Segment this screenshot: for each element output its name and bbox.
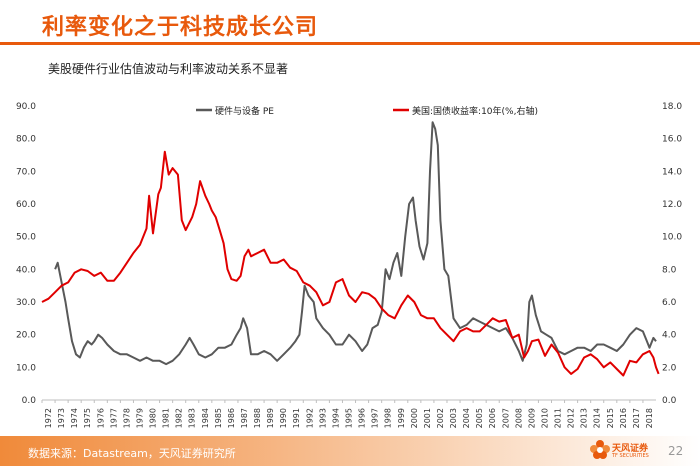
- chart-legend: 硬件与设备 PE 美国:国债收益率:10年(%,右轴): [196, 105, 538, 117]
- x-tick-label: 2003: [449, 408, 458, 428]
- legend-label-yield: 美国:国债收益率:10年(%,右轴): [412, 105, 538, 117]
- x-tick-label: 1987: [240, 408, 249, 428]
- x-tick-label: 1978: [122, 408, 131, 428]
- x-tick-label: 1993: [318, 408, 327, 428]
- x-tick-label: 1984: [201, 408, 210, 428]
- left-y-tick-label: 70.0: [16, 167, 36, 177]
- x-tick-label: 1996: [358, 408, 367, 428]
- x-tick-label: 2011: [554, 408, 563, 428]
- x-tick-label: 1974: [70, 408, 79, 428]
- left-y-tick-label: 20.0: [16, 331, 36, 341]
- x-tick-label: 1975: [83, 408, 92, 428]
- x-tick-label: 2012: [567, 408, 576, 428]
- x-tick-label: 1992: [305, 408, 314, 428]
- x-tick-label: 2005: [475, 408, 484, 428]
- x-tick-label: 2004: [462, 408, 471, 428]
- x-tick-label: 1979: [135, 408, 144, 428]
- left-y-axis: 0.0 10.0 20.0 30.0 40.0 50.0 60.0 70.0 80.0 90.0: [16, 102, 36, 406]
- series-line-pe: [54, 121, 657, 366]
- right-y-tick-label: 0.0: [662, 396, 677, 406]
- x-tick-label: 2009: [527, 408, 536, 428]
- x-tick-label: 1994: [331, 408, 340, 428]
- page-number: 22: [668, 444, 684, 458]
- right-y-tick-label: 4.0: [662, 331, 677, 341]
- x-tick-label: 2002: [436, 408, 445, 428]
- footer-bar: 数据来源：Datastream，天风证券研究所 天风证券 TF SECURITI…: [0, 436, 700, 466]
- series-line-yield: [41, 150, 660, 377]
- x-tick-label: 2014: [593, 408, 602, 428]
- x-tick-label: 1990: [279, 408, 288, 428]
- title-divider: [0, 42, 700, 45]
- right-y-tick-label: 2.0: [662, 363, 677, 373]
- x-tick-label: 2008: [514, 408, 523, 428]
- x-tick-label: 1981: [162, 408, 171, 428]
- left-y-tick-label: 50.0: [16, 233, 36, 243]
- x-tick-label: 2018: [645, 408, 654, 428]
- x-tick-label: 1977: [109, 408, 118, 428]
- x-tick-label: 1985: [214, 408, 223, 428]
- left-y-tick-label: 40.0: [16, 265, 36, 275]
- right-y-axis: 0.0 2.0 4.0 6.0 8.0 10.0 12.0 14.0 16.0 18.0: [662, 102, 682, 406]
- x-tick-label: 1991: [292, 408, 301, 428]
- left-y-tick-label: 80.0: [16, 135, 36, 145]
- x-tick-label: 2013: [580, 408, 589, 428]
- x-tick-label: 1998: [384, 408, 393, 428]
- x-tick-label: 1980: [149, 408, 158, 428]
- data-source-note: 数据来源：Datastream，天风证券研究所: [28, 447, 236, 460]
- left-y-tick-label: 90.0: [16, 102, 36, 112]
- company-logo: 天风证券 TF SECURITIES: [590, 439, 650, 463]
- logo-name: 天风证券: [612, 444, 649, 454]
- x-tick-label: 1999: [397, 408, 406, 428]
- chart-subtitle: 美股硬件行业估值波动与利率波动关系不显著: [48, 62, 289, 76]
- right-y-tick-label: 8.0: [662, 265, 677, 275]
- x-tick-label: 1989: [266, 408, 275, 428]
- x-tick-label: 1986: [227, 408, 236, 428]
- x-tick-label: 2017: [632, 408, 641, 428]
- x-tick-label: 2010: [540, 408, 549, 428]
- legend-label-pe: 硬件与设备 PE: [215, 105, 274, 117]
- x-tick-label: 1997: [371, 408, 380, 428]
- right-y-tick-label: 14.0: [662, 167, 682, 177]
- left-y-tick-label: 10.0: [16, 363, 36, 373]
- x-tick-label: 2016: [619, 408, 628, 428]
- left-y-tick-label: 0.0: [22, 396, 37, 406]
- right-y-tick-label: 10.0: [662, 233, 682, 243]
- right-y-tick-label: 16.0: [662, 135, 682, 145]
- right-y-tick-label: 6.0: [662, 298, 677, 308]
- page-title: 利率变化之于科技成长公司: [42, 15, 319, 40]
- x-tick-label: 2015: [606, 408, 615, 428]
- series-layer: [41, 121, 660, 377]
- line-chart: 0.010.020.030.040.050.060.070.080.090.0 …: [16, 102, 682, 428]
- x-tick-label: 2001: [423, 408, 432, 428]
- x-tick-label: 1976: [96, 408, 105, 428]
- flower-logo-icon: [590, 440, 610, 459]
- x-tick-label: 1972: [44, 408, 53, 428]
- x-tick-label: 1988: [253, 408, 262, 428]
- x-tick-label: 1983: [188, 408, 197, 428]
- x-axis: 1972 1973 1974 1975 1976 1977 1978 1979 1980 1981…: [41, 400, 654, 428]
- left-y-tick-label: 30.0: [16, 298, 36, 308]
- x-tick-label: 1973: [57, 408, 66, 428]
- x-tick-label: 2006: [488, 408, 497, 428]
- x-tick-label: 2000: [410, 408, 419, 428]
- x-tick-label: 2007: [501, 408, 510, 428]
- left-y-tick-label: 60.0: [16, 200, 36, 210]
- x-tick-label: 1995: [345, 408, 354, 428]
- logo-subtitle: TF SECURITIES: [612, 453, 649, 459]
- right-y-tick-label: 18.0: [662, 102, 682, 112]
- right-y-tick-label: 12.0: [662, 200, 682, 210]
- x-tick-label: 1982: [175, 408, 184, 428]
